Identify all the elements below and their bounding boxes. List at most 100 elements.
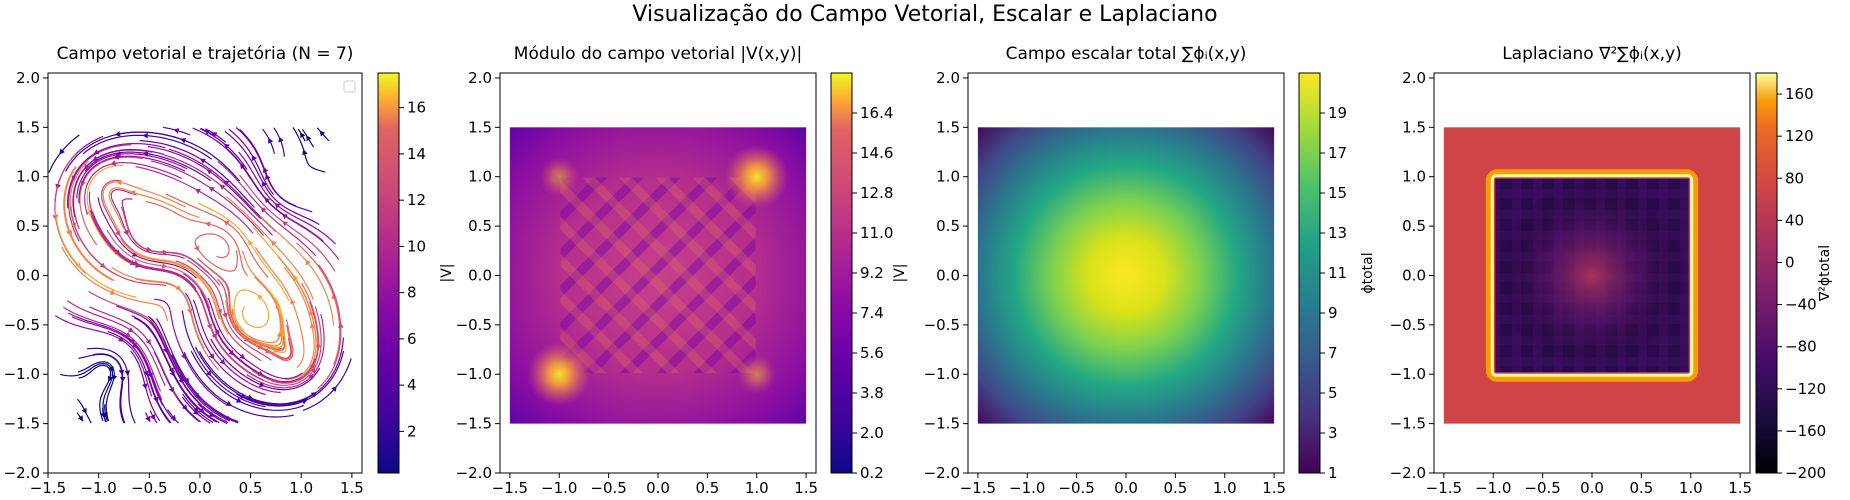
stream-arrow	[337, 322, 344, 328]
y-tick-label: −1.0	[1390, 365, 1426, 383]
y-tick-label: −1.0	[4, 365, 40, 383]
stream-arrow	[204, 221, 211, 228]
stream-arrow	[219, 358, 226, 365]
y-tick-label: 0.0	[936, 266, 960, 284]
stream-arrow	[219, 184, 226, 190]
stream-arrow	[170, 414, 177, 421]
x-tick-label: −1.0	[1009, 479, 1045, 497]
stream-arrow	[240, 163, 246, 170]
stream-arrow	[145, 338, 151, 345]
colorbar-label: ∇²ϕtotal	[1817, 245, 1833, 302]
colorbar-tick-label: 17	[1328, 144, 1347, 162]
chart-title: Laplaciano ∇²∑ϕᵢ(x,y)	[1502, 44, 1682, 64]
y-tick-label: 2.0	[16, 69, 40, 87]
colorbar-tick-label: 9.2	[860, 264, 884, 282]
y-tick-label: −0.5	[4, 316, 40, 334]
stream-arrow	[169, 370, 175, 377]
streamline	[108, 187, 200, 230]
y-tick-label: −2.0	[924, 464, 960, 482]
y-tick-label: 0.0	[1402, 266, 1426, 284]
stream-arrow	[282, 221, 289, 227]
y-tick-label: −2.0	[4, 464, 40, 482]
y-tick-label: 1.0	[468, 168, 492, 186]
y-tick-label: −0.5	[456, 316, 492, 334]
stream-arrow	[145, 415, 151, 422]
colorbar-tick-label: 12	[407, 191, 426, 209]
y-tick-label: 0.5	[1402, 217, 1426, 235]
colorbar-tick-label: 14.6	[860, 144, 893, 162]
colorbar-label: |V|	[892, 263, 908, 282]
streamline	[120, 206, 221, 286]
x-tick-label: −1.5	[960, 479, 996, 497]
x-tick-label: 1.0	[1213, 479, 1237, 497]
stream-arrow	[205, 370, 212, 377]
y-tick-label: 1.5	[468, 118, 492, 136]
stream-arrow	[309, 362, 315, 369]
streamline	[229, 289, 284, 349]
streamline	[210, 338, 321, 391]
streamline	[236, 350, 345, 407]
streamline	[63, 306, 162, 392]
colorbar-tick-label: 5.6	[860, 344, 884, 362]
stream-arrow	[100, 412, 106, 419]
stream-arrow	[149, 414, 156, 421]
stream-arrow	[99, 262, 106, 268]
streamline	[151, 160, 265, 237]
colorbar-tick-label: 2.0	[860, 424, 884, 442]
colorbar-tick-label: 3	[1328, 424, 1338, 442]
x-tick-label: −1.0	[541, 479, 577, 497]
y-tick-label: −1.5	[924, 415, 960, 433]
stream-arrow	[319, 130, 326, 137]
x-tick-label: −0.5	[131, 479, 167, 497]
stream-arrow	[65, 229, 72, 236]
stream-arrow	[193, 409, 199, 415]
streamline	[82, 134, 213, 160]
streamline	[102, 181, 186, 234]
stream-arrow	[180, 137, 187, 144]
stream-arrow	[173, 128, 180, 134]
y-tick-label: 2.0	[468, 69, 492, 87]
y-tick-label: −1.0	[456, 365, 492, 383]
stream-arrow	[77, 415, 84, 422]
stream-arrow	[183, 377, 190, 384]
stream-arrow	[92, 155, 99, 161]
colorbar-tick-label: 11.0	[860, 224, 893, 242]
x-tick-label: 0.0	[646, 479, 670, 497]
stream-arrow	[243, 336, 250, 342]
x-tick-label: 1.5	[1728, 479, 1752, 497]
streamline	[194, 346, 309, 406]
stream-arrow	[206, 169, 213, 175]
stream-arrow	[208, 411, 215, 417]
colorbar	[830, 72, 853, 474]
streamline	[181, 276, 264, 381]
stream-arrow	[262, 167, 269, 173]
stream-arrow	[331, 386, 337, 392]
stream-arrow	[194, 188, 201, 194]
colorbar-tick-label: 9	[1328, 304, 1338, 322]
streamline	[183, 351, 294, 418]
laplacian-rim	[1485, 169, 1699, 382]
colorbar-tick-label: 1	[1328, 464, 1338, 482]
stream-arrow	[300, 132, 306, 139]
stream-arrow	[222, 312, 228, 319]
x-tick-label: 1.5	[340, 479, 364, 497]
stream-arrow	[59, 148, 65, 155]
x-tick-label: 1.0	[1679, 479, 1703, 497]
streamlines	[48, 126, 352, 425]
colorbar-tick-label: 16.4	[860, 104, 893, 122]
y-tick-label: 0.5	[16, 217, 40, 235]
stream-arrow	[256, 294, 263, 301]
stream-arrow	[110, 160, 117, 166]
stream-arrow	[129, 190, 136, 196]
stream-arrow	[162, 249, 168, 256]
colorbar-tick-label: 7.4	[860, 304, 884, 322]
colorbar-tick-label: 0	[1785, 253, 1795, 271]
stream-arrow	[111, 374, 118, 381]
colorbar-tick-label: 4	[407, 376, 417, 394]
streamline	[239, 128, 296, 207]
stream-arrow	[240, 393, 247, 399]
stream-arrow	[195, 272, 202, 279]
stream-arrow	[93, 149, 100, 155]
stream-arrow	[153, 396, 159, 403]
stream-arrow	[134, 262, 141, 268]
